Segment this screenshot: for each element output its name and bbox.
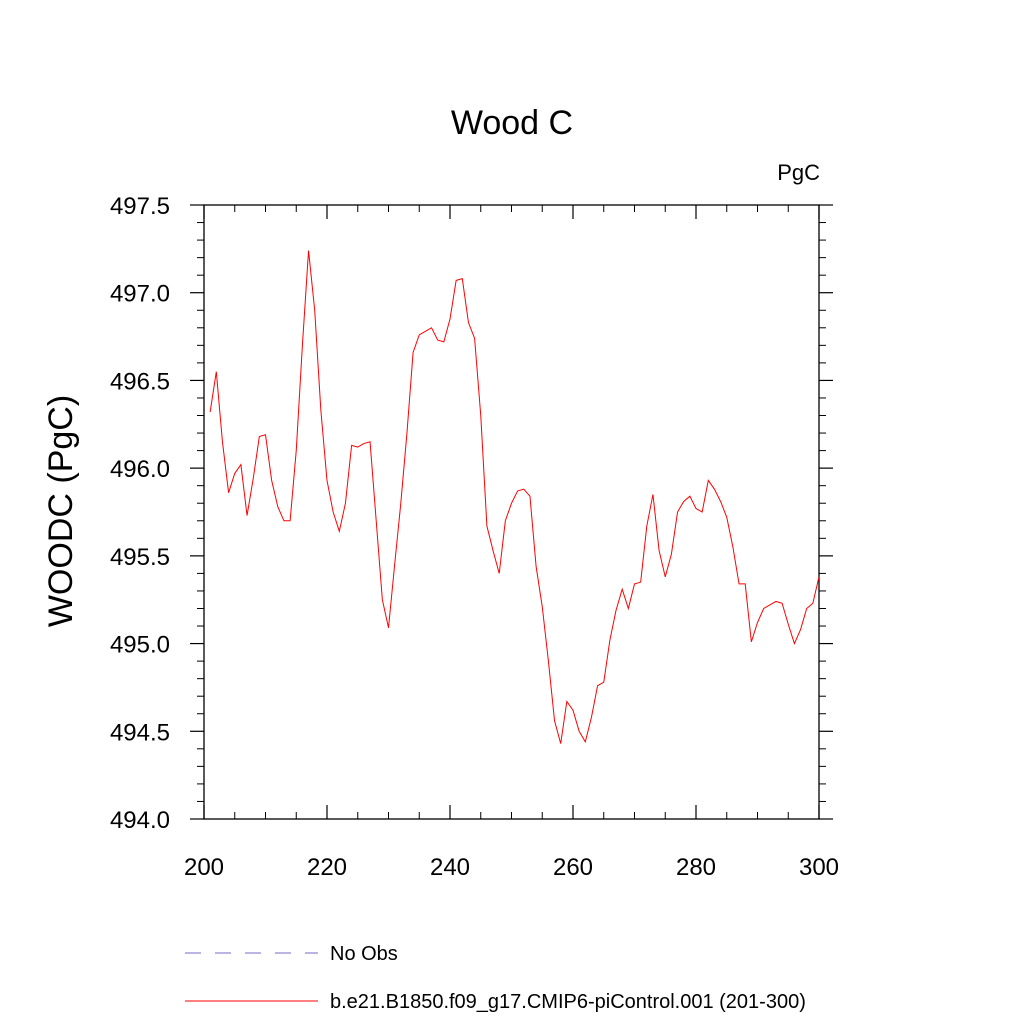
plot-frame	[203, 204, 820, 820]
y-tick-label: 494.0	[110, 807, 170, 834]
y-tick-label: 497.0	[110, 281, 170, 308]
y-tick-label: 497.5	[110, 193, 170, 220]
chart-title: Wood C	[451, 104, 573, 142]
units-label: PgC	[777, 160, 820, 185]
y-tick-label: 494.5	[110, 719, 170, 746]
x-tick-label: 280	[676, 854, 716, 881]
y-tick-label: 496.0	[110, 456, 170, 483]
legend: No Obs b.e21.B1850.f09_g17.CMIP6-piContr…	[185, 943, 806, 1013]
legend-label-picontrol: b.e21.B1850.f09_g17.CMIP6-piControl.001 …	[330, 991, 806, 1013]
x-tick-label: 260	[553, 854, 593, 881]
y-tick-label: 495.5	[110, 544, 170, 571]
tick-labels: 200 220 240 260 280 300 494.0 494.5 495.0 495.5 49…	[110, 193, 839, 881]
x-tick-label: 200	[184, 854, 224, 881]
axis-ticks	[190, 204, 833, 820]
y-axis-label: WOODC (PgC)	[42, 395, 80, 627]
y-tick-label: 495.0	[110, 632, 170, 659]
legend-label-no-obs: No Obs	[330, 943, 398, 965]
series-line-piControl	[209, 250, 820, 744]
y-tick-label: 496.5	[110, 368, 170, 395]
x-tick-label: 240	[430, 854, 470, 881]
x-tick-label: 220	[307, 854, 347, 881]
x-tick-label: 300	[799, 854, 839, 881]
